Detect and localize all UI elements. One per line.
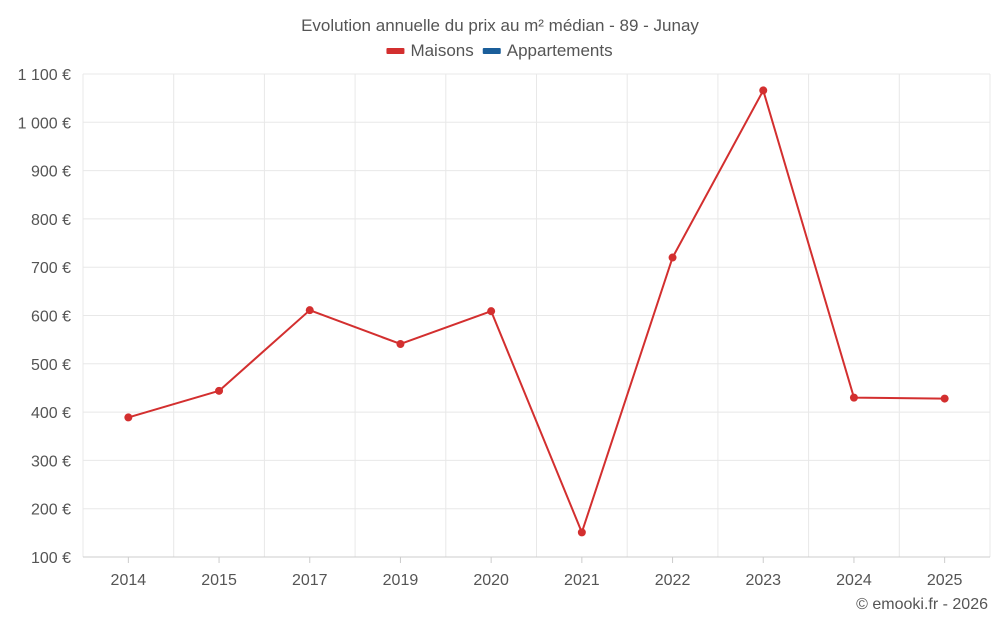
data-point	[940, 394, 949, 403]
x-tick-label: 2025	[927, 572, 963, 589]
data-point	[487, 307, 496, 316]
legend-label: Maisons	[410, 41, 473, 60]
series-layer	[124, 86, 949, 537]
x-tick-label: 2024	[836, 572, 872, 589]
legend-swatch	[386, 48, 405, 54]
y-tick-label: 500 €	[31, 357, 71, 374]
data-point	[215, 386, 224, 395]
y-tick-label: 400 €	[31, 405, 71, 422]
x-tick-label: 2017	[292, 572, 328, 589]
data-point	[849, 393, 858, 402]
y-tick-label: 200 €	[31, 502, 71, 519]
y-tick-label: 100 €	[31, 550, 71, 567]
x-tick-label: 2022	[655, 572, 691, 589]
axes: 100 € 200 € 300 € 400 € 500 € 600 € 700 € 800 €…	[18, 67, 990, 589]
y-tick-label: 600 €	[31, 309, 71, 326]
x-tick-label: 2021	[564, 572, 600, 589]
x-tick-label: 2015	[201, 572, 237, 589]
data-point	[668, 253, 677, 262]
y-tick-label: 700 €	[31, 260, 71, 277]
credit-text: © emooki.fr - 2026	[856, 596, 988, 613]
y-tick-label: 300 €	[31, 453, 71, 470]
legend-swatch	[482, 48, 501, 54]
x-tick-label: 2019	[383, 572, 419, 589]
data-point	[577, 528, 586, 537]
x-tick-label: 2020	[473, 572, 509, 589]
legend-item-maisons: Maisons	[386, 41, 474, 60]
data-point	[124, 413, 133, 422]
y-tick-label: 900 €	[31, 164, 71, 181]
y-tick-label: 800 €	[31, 212, 71, 229]
legend-item-appartements: Appartements	[482, 41, 613, 60]
y-tick-label: 1 100 €	[18, 67, 71, 84]
legend-label: Appartements	[507, 41, 613, 60]
series-line-maisons	[128, 89, 945, 534]
data-point	[759, 86, 768, 95]
legend: Maisons Appartements	[386, 41, 613, 60]
gridlines	[82, 73, 991, 557]
y-tick-label: 1 000 €	[18, 115, 71, 132]
data-point	[305, 306, 314, 315]
x-tick-label: 2023	[745, 572, 781, 589]
x-tick-label: 2014	[111, 572, 147, 589]
data-point	[396, 339, 405, 348]
chart-title: Evolution annuelle du prix au m² médian …	[301, 16, 699, 35]
